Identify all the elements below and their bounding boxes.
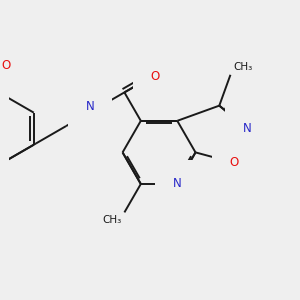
Text: N: N (86, 100, 94, 113)
Text: O: O (151, 70, 160, 83)
Text: N: N (243, 122, 252, 135)
Text: CH₃: CH₃ (102, 215, 122, 225)
Text: O: O (2, 59, 10, 72)
Text: H: H (77, 112, 85, 122)
Text: N: N (173, 178, 182, 190)
Text: CH₃: CH₃ (233, 62, 253, 72)
Text: O: O (230, 156, 239, 169)
